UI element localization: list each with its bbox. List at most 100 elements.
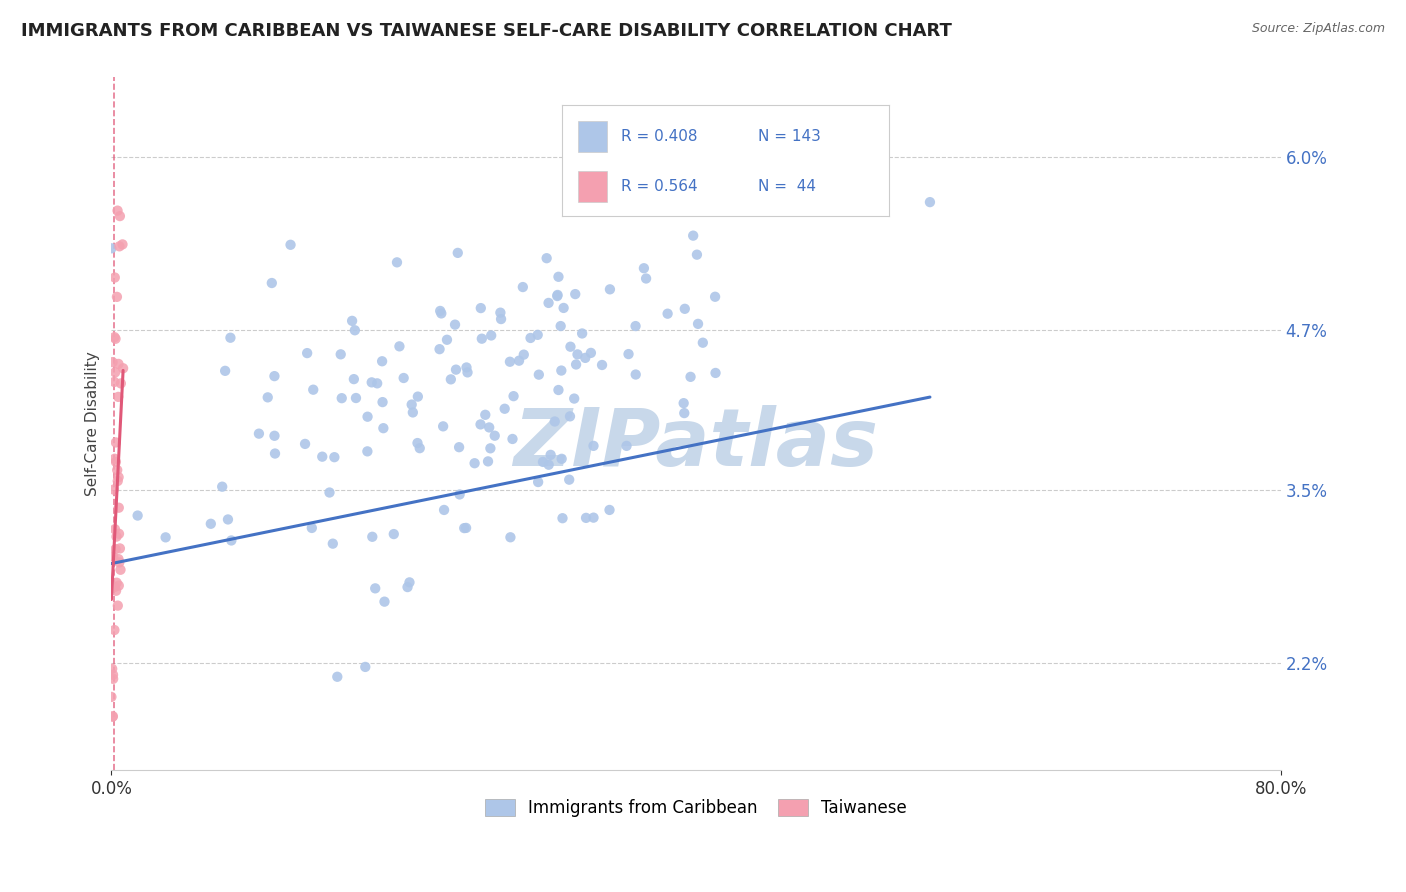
Point <box>301 521 323 535</box>
Point <box>263 429 285 443</box>
Point <box>354 660 377 674</box>
Point <box>546 289 568 303</box>
Point <box>457 365 479 379</box>
Point <box>111 237 134 252</box>
Point <box>101 549 124 564</box>
Point <box>344 391 367 405</box>
Point <box>361 530 384 544</box>
Point <box>217 512 239 526</box>
Point <box>280 237 302 252</box>
Point <box>406 436 429 450</box>
Point <box>703 150 725 164</box>
Point <box>107 357 129 371</box>
Point <box>624 319 647 334</box>
Point <box>553 301 575 315</box>
Point <box>433 503 456 517</box>
Point <box>340 314 363 328</box>
Point <box>364 582 387 596</box>
Point <box>449 440 471 454</box>
Text: Source: ZipAtlas.com: Source: ZipAtlas.com <box>1251 22 1385 36</box>
Point <box>547 288 569 302</box>
Point <box>103 623 125 637</box>
Point <box>704 290 727 304</box>
Point <box>617 347 640 361</box>
Point <box>657 307 679 321</box>
Point <box>550 319 572 334</box>
Point <box>499 355 522 369</box>
Point <box>502 432 524 446</box>
Point <box>105 583 128 598</box>
Point <box>447 246 470 260</box>
Point <box>101 709 124 723</box>
Point <box>544 415 567 429</box>
Point <box>537 458 560 472</box>
Point <box>329 347 352 361</box>
Point <box>105 463 128 477</box>
Point <box>513 348 536 362</box>
Point <box>264 446 287 460</box>
Point <box>494 401 516 416</box>
Point <box>547 383 569 397</box>
Point <box>318 485 340 500</box>
Point <box>479 442 502 456</box>
Point <box>388 339 411 353</box>
Point <box>107 552 129 566</box>
Point <box>247 426 270 441</box>
Point <box>105 290 128 304</box>
Point <box>371 395 394 409</box>
Point <box>295 346 318 360</box>
Point <box>256 390 278 404</box>
Point <box>105 575 128 590</box>
Point <box>103 330 125 344</box>
Point <box>574 351 596 365</box>
Point <box>398 575 420 590</box>
Point <box>692 335 714 350</box>
Point <box>409 441 432 455</box>
Point <box>616 439 638 453</box>
Point <box>104 580 127 594</box>
Point <box>402 405 425 419</box>
Point <box>550 363 572 377</box>
Point <box>527 475 550 489</box>
Point <box>108 209 131 223</box>
Point <box>484 428 506 442</box>
Point <box>396 580 419 594</box>
Point <box>479 328 502 343</box>
Point <box>356 444 378 458</box>
Point <box>105 530 128 544</box>
Point <box>107 203 129 218</box>
Point <box>599 282 621 296</box>
Point <box>104 455 127 469</box>
Y-axis label: Self-Care Disability: Self-Care Disability <box>86 351 100 496</box>
Point <box>429 304 451 318</box>
Point <box>440 372 463 386</box>
Point <box>100 690 122 704</box>
Point <box>531 455 554 469</box>
Point <box>373 421 395 435</box>
Point <box>101 355 124 369</box>
Point <box>453 521 475 535</box>
Point <box>110 563 132 577</box>
Point <box>101 667 124 681</box>
Point <box>582 439 605 453</box>
Point <box>686 317 709 331</box>
Point <box>330 391 353 405</box>
Point <box>382 527 405 541</box>
Point <box>356 409 378 424</box>
Point <box>489 306 512 320</box>
Point <box>311 450 333 464</box>
Point <box>565 358 588 372</box>
Point <box>432 419 454 434</box>
Point <box>558 409 581 424</box>
Point <box>429 342 451 356</box>
Text: IMMIGRANTS FROM CARIBBEAN VS TAIWANESE SELF-CARE DISABILITY CORRELATION CHART: IMMIGRANTS FROM CARIBBEAN VS TAIWANESE S… <box>21 22 952 40</box>
Point <box>456 360 478 375</box>
Point <box>104 435 127 450</box>
Point <box>101 710 124 724</box>
Point <box>474 408 496 422</box>
Point <box>527 368 550 382</box>
Point <box>444 318 467 332</box>
Point <box>214 364 236 378</box>
Point <box>564 287 586 301</box>
Point <box>322 536 344 550</box>
